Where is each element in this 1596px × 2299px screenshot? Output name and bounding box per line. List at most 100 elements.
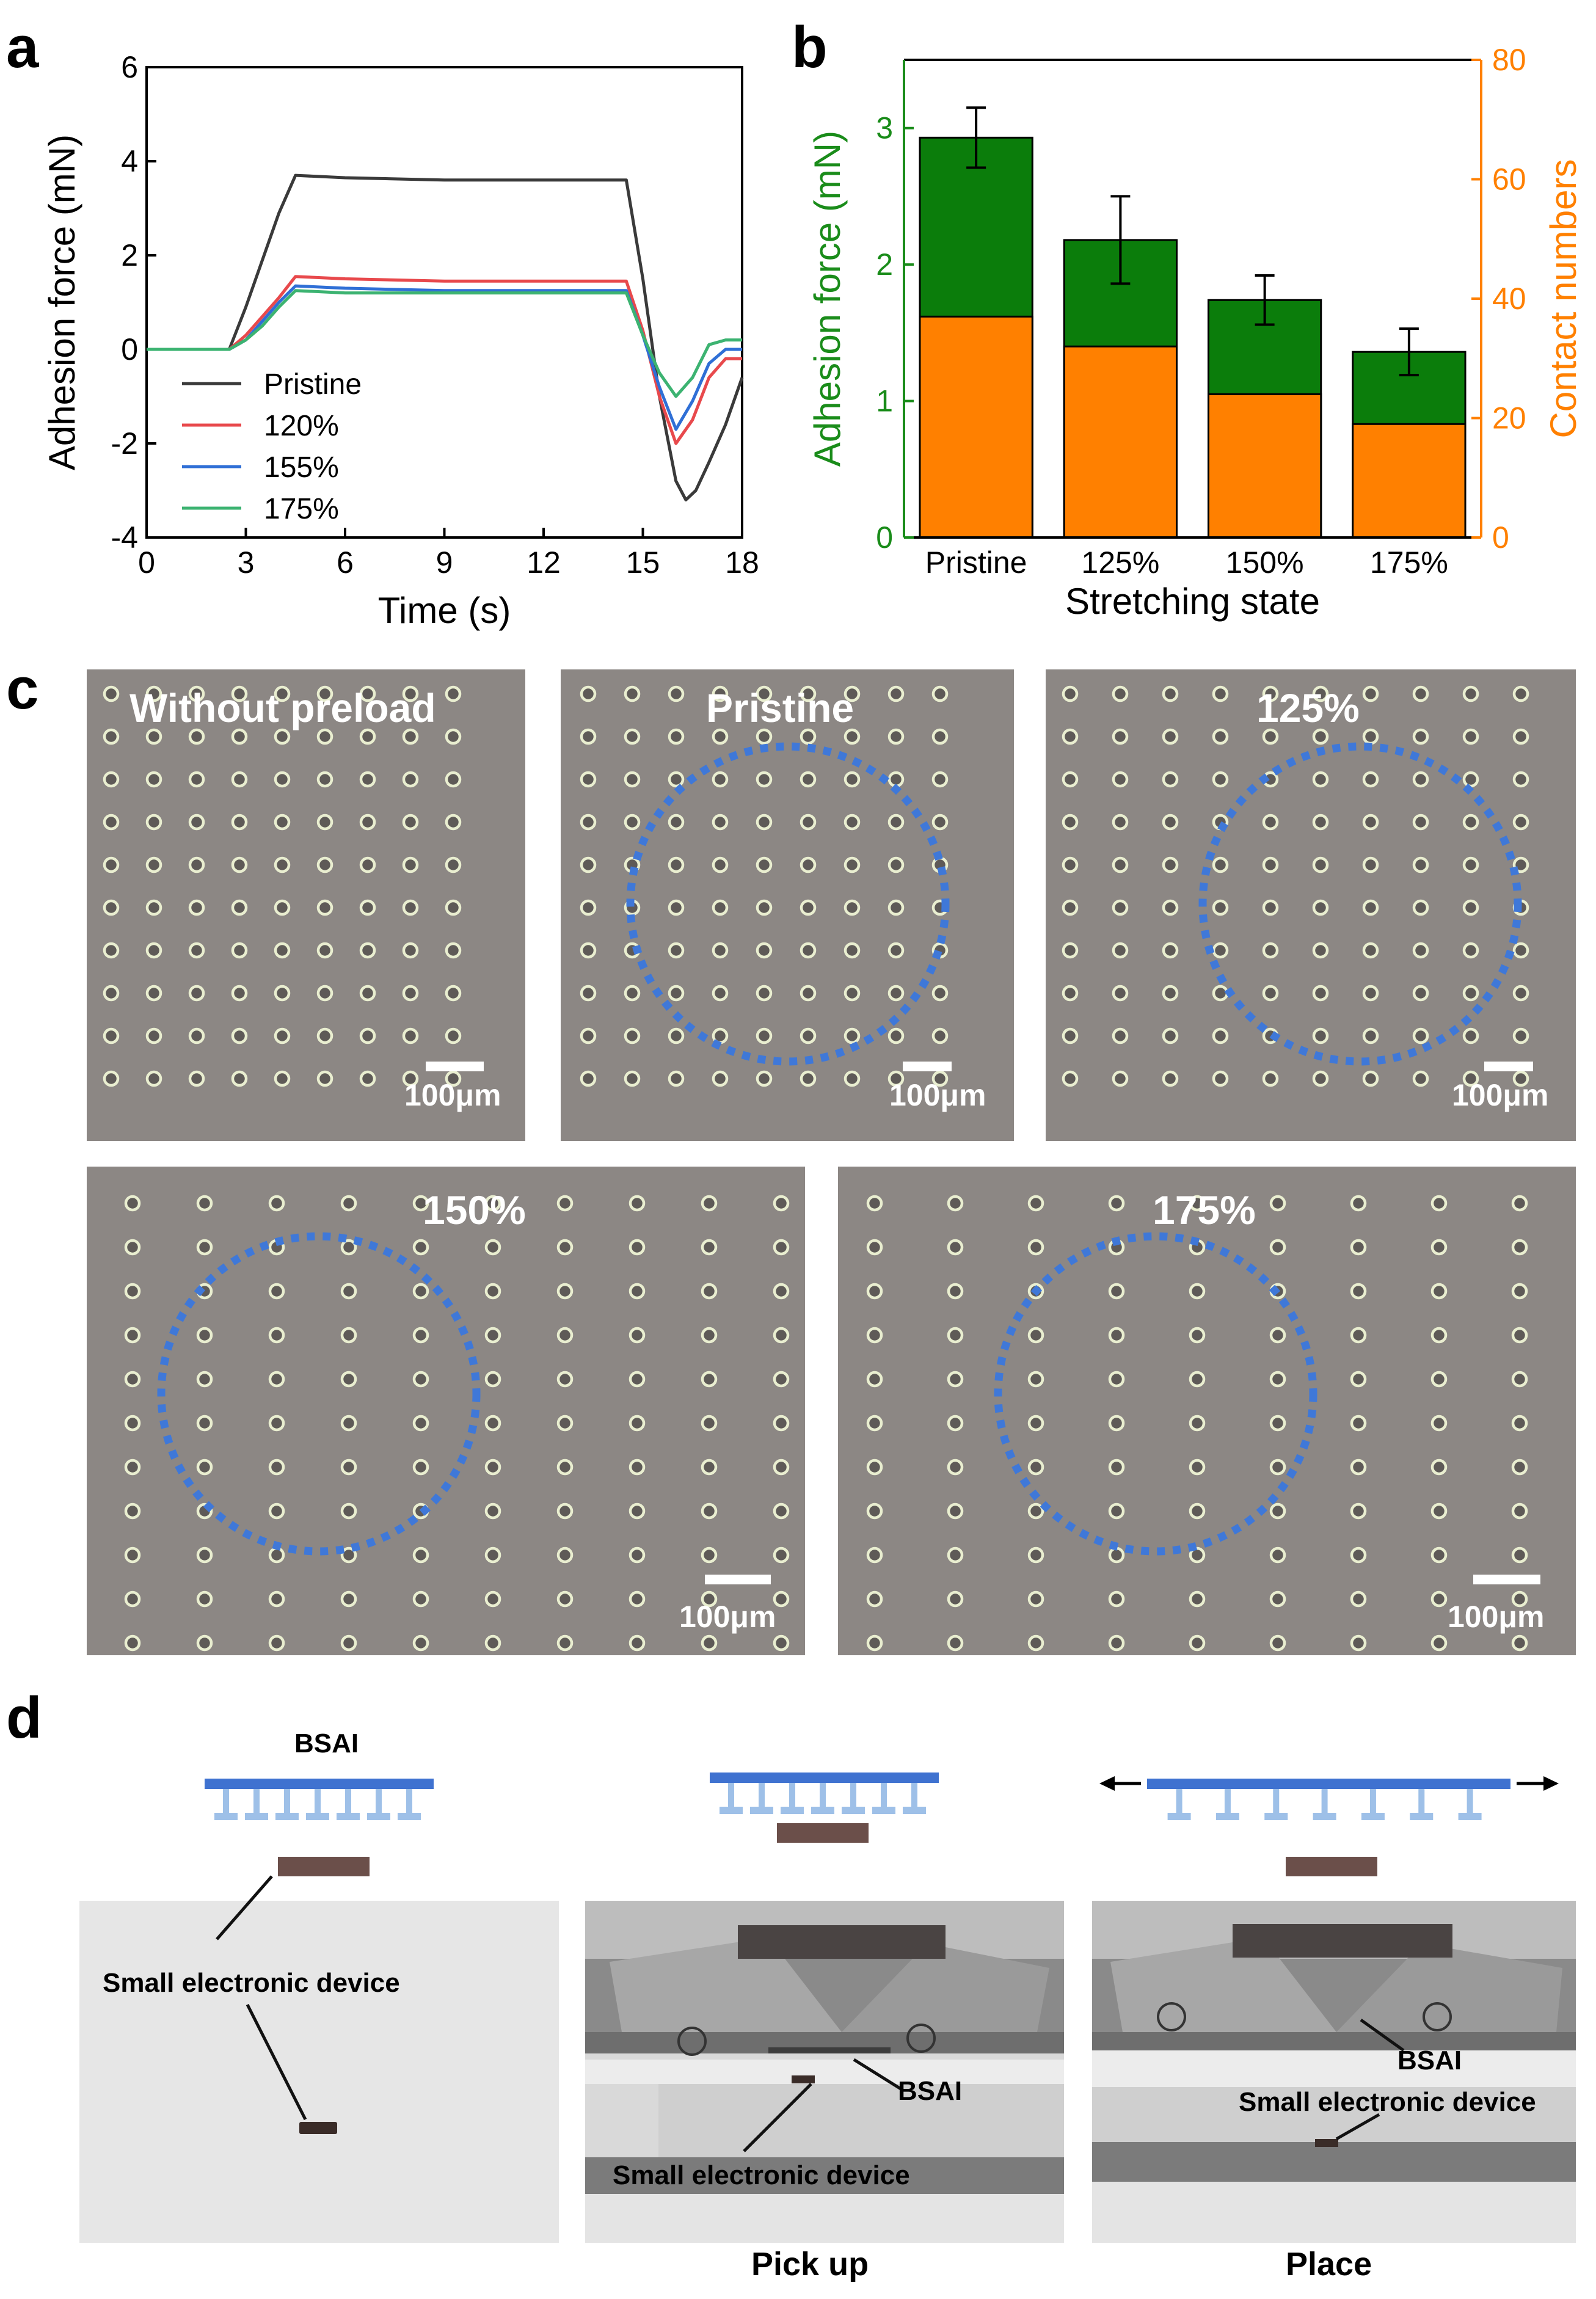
pillar-dot xyxy=(947,1283,964,1300)
pillar-dot xyxy=(340,1239,357,1256)
bsai-pillar xyxy=(728,1783,734,1810)
pillar-dot xyxy=(947,1415,964,1432)
device-label: Small electronic device xyxy=(1239,2087,1536,2117)
pillar-dot xyxy=(580,899,597,916)
pillar-dot xyxy=(624,771,641,788)
pillar-dot xyxy=(668,856,685,873)
pillar-dot xyxy=(1412,814,1429,831)
pillar-dot xyxy=(340,1590,357,1608)
bsai-pillar-tip xyxy=(781,1807,804,1814)
pillar-dot xyxy=(624,1070,641,1087)
x-tick-label: 12 xyxy=(527,545,561,580)
pillar-dot xyxy=(773,1459,790,1476)
pillar-dot xyxy=(484,1327,501,1344)
pillar-dot xyxy=(188,942,205,959)
pillar-dot xyxy=(580,856,597,873)
pillar-dot xyxy=(1162,771,1179,788)
pillar-dot xyxy=(268,1327,285,1344)
pillar-dot xyxy=(668,685,685,702)
pillar-dot xyxy=(629,1634,646,1652)
pillar-dot xyxy=(1312,728,1329,745)
pillar-dot xyxy=(231,899,248,916)
pillar-dot xyxy=(124,1503,141,1520)
pillar-dot xyxy=(947,1547,964,1564)
pillar-dot xyxy=(340,1634,357,1652)
pillar-dot xyxy=(1312,1070,1329,1087)
pillar-dot xyxy=(580,728,597,745)
micrograph-label: 175% xyxy=(1153,1187,1256,1233)
x-tick-label: 125% xyxy=(1081,545,1159,580)
pillar-dot xyxy=(1511,1195,1528,1212)
pillar-dot xyxy=(1108,1195,1125,1212)
pillar-dot xyxy=(316,814,333,831)
pillar-dot xyxy=(274,1070,291,1087)
pillar-dot xyxy=(556,1415,574,1432)
pillar-dot xyxy=(701,1459,718,1476)
pillar-dot xyxy=(1062,985,1079,1002)
pillar-dot xyxy=(773,1371,790,1388)
pillar-dot xyxy=(756,728,773,745)
pillar-dot xyxy=(124,1547,141,1564)
pillar-dot xyxy=(1462,899,1479,916)
pillar-dot xyxy=(844,899,861,916)
pillar-dot xyxy=(887,899,905,916)
micrograph-175: 175% 100μm xyxy=(838,1167,1576,1655)
pillar-dot xyxy=(1212,1070,1229,1087)
pillar-dot xyxy=(629,1590,646,1608)
pillar-dot xyxy=(402,814,419,831)
photo-place: BSAI Small electronic device xyxy=(1092,1901,1576,2243)
pillar-dot xyxy=(1350,1327,1367,1344)
scale-bar-label: 100μm xyxy=(889,1078,986,1112)
bsai-pillar xyxy=(1369,1789,1376,1816)
pillar-dot xyxy=(103,1070,120,1087)
pillar-dot xyxy=(1269,1195,1286,1212)
pillar-dot xyxy=(402,685,419,702)
scale-bar xyxy=(903,1062,952,1071)
pillar-dot xyxy=(866,1503,883,1520)
bsai-pillar-tip xyxy=(245,1813,268,1820)
pillar-dot xyxy=(800,899,817,916)
pillar-dot xyxy=(274,685,291,702)
pillar-dot xyxy=(1362,942,1379,959)
bsai-pillar xyxy=(315,1789,321,1816)
pillar-dot xyxy=(1512,942,1529,959)
pillar-dot xyxy=(1350,1503,1367,1520)
bsai-pillar xyxy=(284,1789,290,1816)
pillar-dot xyxy=(188,728,205,745)
pillar-dot xyxy=(316,899,333,916)
y-tick-label: 1 xyxy=(876,384,893,418)
pillar-dot xyxy=(103,685,120,702)
pillar-dot xyxy=(1511,1503,1528,1520)
pillar-dot xyxy=(1108,1415,1125,1432)
pillar-dot xyxy=(1512,1070,1529,1087)
pillar-dot xyxy=(316,685,333,702)
gripper-photo xyxy=(1092,1901,1576,2243)
pillar-dot xyxy=(268,1590,285,1608)
bsai-pillar-tip xyxy=(811,1807,834,1814)
pillar-dot xyxy=(188,814,205,831)
pillar-dot xyxy=(359,1027,376,1044)
pillar-dot xyxy=(340,1371,357,1388)
pillar-dot xyxy=(1350,1195,1367,1212)
bsai-pillar-tip xyxy=(214,1813,238,1820)
bsai-pillar-tip xyxy=(842,1807,865,1814)
pillar-dot xyxy=(124,1459,141,1476)
pillar-dot xyxy=(145,685,162,702)
pillar-dot xyxy=(1212,771,1229,788)
pillar-dot xyxy=(316,985,333,1002)
pillar-dot xyxy=(231,1070,248,1087)
pillar-dot xyxy=(124,1371,141,1388)
pillar-dot xyxy=(1412,771,1429,788)
pillar-dot xyxy=(1162,728,1179,745)
contact-region-circle xyxy=(994,1232,1317,1556)
pillar-dot xyxy=(1412,899,1429,916)
panel-label-a: a xyxy=(6,15,39,80)
bsai-pillar xyxy=(850,1783,856,1810)
pillar-dot xyxy=(756,771,773,788)
pillar-dot xyxy=(712,985,729,1002)
pillar-dot xyxy=(887,856,905,873)
pillar-dot xyxy=(445,856,462,873)
pillar-dot xyxy=(1262,985,1279,1002)
pillar-dot xyxy=(1511,1327,1528,1344)
